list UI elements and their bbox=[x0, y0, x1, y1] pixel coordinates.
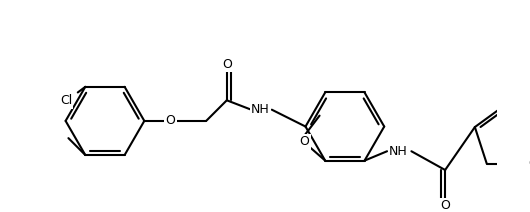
Text: Cl: Cl bbox=[60, 94, 72, 107]
Text: NH: NH bbox=[251, 103, 270, 116]
Text: O: O bbox=[528, 157, 530, 170]
Text: O: O bbox=[440, 199, 450, 212]
Text: O: O bbox=[299, 135, 310, 148]
Text: O: O bbox=[222, 58, 232, 71]
Text: O: O bbox=[165, 114, 175, 127]
Text: NH: NH bbox=[389, 145, 408, 158]
